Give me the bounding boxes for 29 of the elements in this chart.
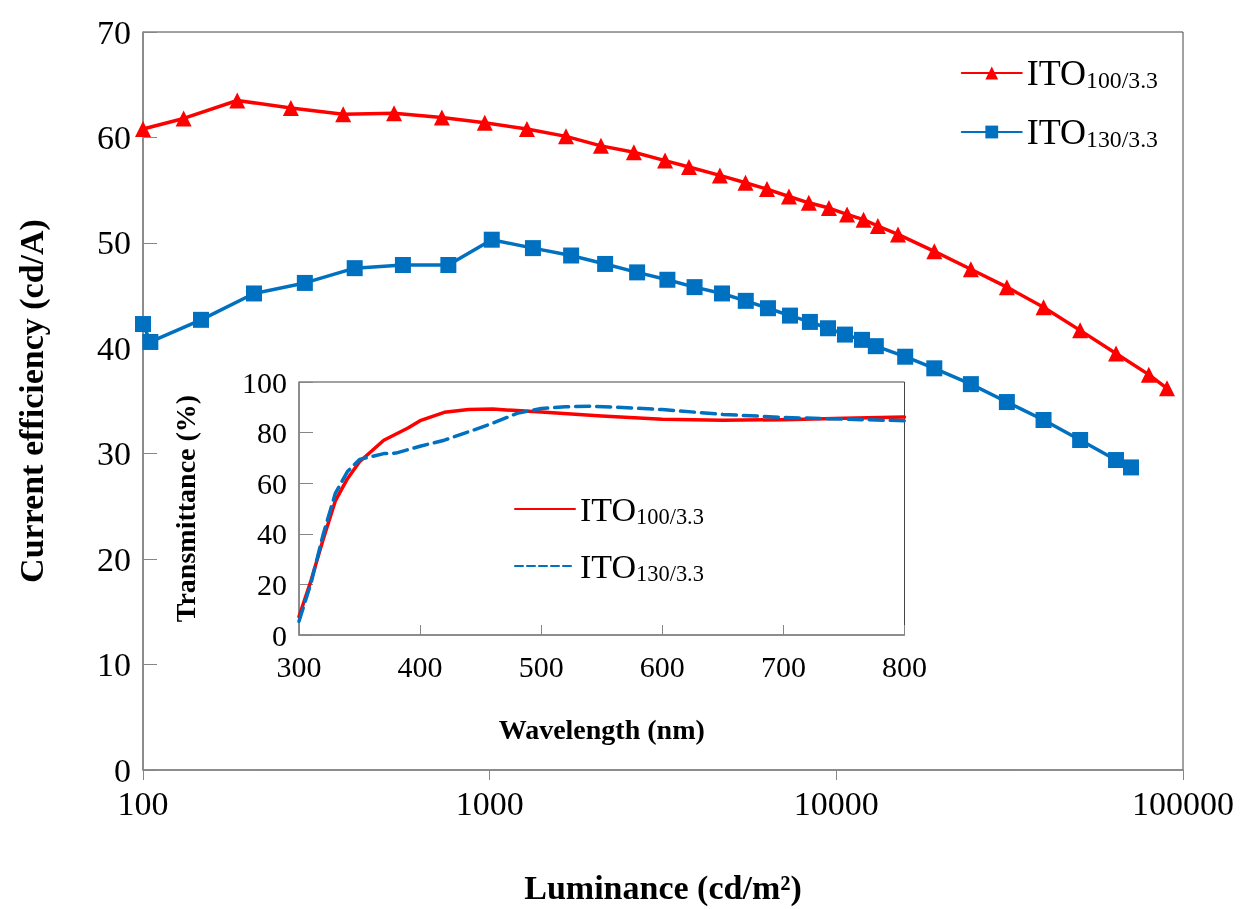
x-tick-label: 1000 [455, 784, 524, 822]
y-tick-label: 0 [114, 751, 131, 789]
y-tick-label: 100 [242, 365, 287, 399]
x-axis-title: Wavelength (nm) [498, 713, 705, 745]
y-axis-title: Current efficiency (cd/A) [12, 219, 51, 583]
y-tick-label: 40 [257, 517, 287, 551]
y-tick-label: 10 [97, 646, 131, 684]
y-tick-label: 20 [257, 567, 287, 601]
y-tick-label: 40 [97, 329, 131, 367]
x-tick-label: 300 [276, 649, 322, 683]
x-tick-label: 10000 [793, 784, 879, 822]
y-tick-label: 80 [257, 416, 287, 450]
x-tick-label: 600 [639, 649, 685, 683]
y-tick-label: 50 [97, 224, 131, 262]
x-axis-title: Luminance (cd/m²) [524, 868, 802, 907]
x-tick-label: 400 [397, 649, 443, 683]
legend-label: ITO130/3.3 [1026, 112, 1159, 152]
x-tick-label: 800 [882, 649, 927, 683]
y-tick-label: 20 [97, 540, 131, 578]
y-tick-label: 30 [97, 435, 131, 473]
y-tick-label: 70 [97, 13, 131, 51]
y-axis-title: Transmittance (%) [169, 394, 201, 623]
x-tick-label: 500 [518, 649, 564, 683]
x-tick-label: 100000 [1132, 784, 1234, 822]
x-tick-label: 700 [760, 649, 806, 683]
y-tick-label: 60 [257, 466, 287, 500]
y-tick-label: 60 [97, 118, 131, 156]
legend-label: ITO100/3.3 [1026, 53, 1159, 93]
y-tick-label: 0 [272, 618, 287, 652]
